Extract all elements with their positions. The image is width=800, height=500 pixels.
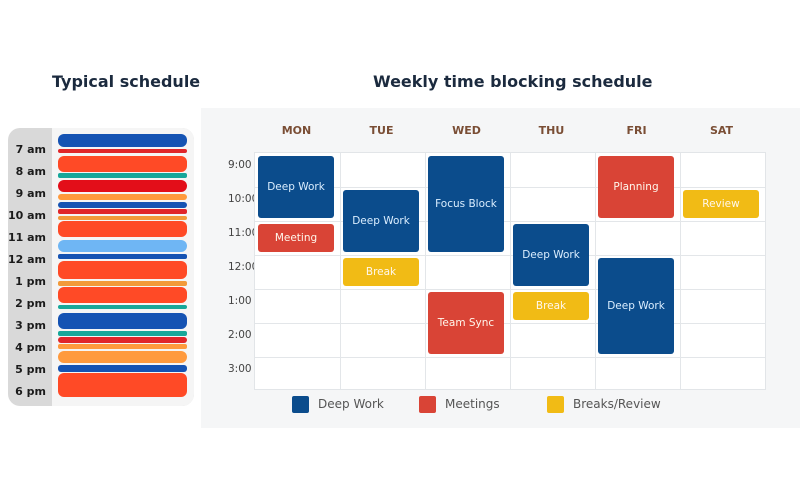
- legend-label: Deep Work: [318, 397, 384, 411]
- weekly-grid: [254, 152, 766, 390]
- typical-schedule-bar: [58, 216, 187, 220]
- typical-time-label: 10 am: [7, 209, 46, 222]
- grid-row-line: [255, 255, 765, 256]
- legend-item-deep: Deep Work: [292, 394, 384, 414]
- typical-schedule-bar: [58, 240, 187, 252]
- typical-time-label: 6 pm: [15, 385, 46, 398]
- hour-label: 11:00: [228, 227, 259, 239]
- legend-item-break: Breaks/Review: [547, 394, 661, 414]
- typical-schedule-title: Typical schedule: [52, 72, 201, 91]
- schedule-block-deep-work: Deep Work: [598, 258, 674, 354]
- typical-time-label: 11 am: [7, 231, 46, 244]
- typical-schedule-bar: [58, 194, 187, 200]
- typical-schedule-bar: [58, 287, 187, 303]
- grid-row-line: [255, 357, 765, 358]
- schedule-block-team-sync: Team Sync: [428, 292, 504, 354]
- legend-swatch: [292, 395, 309, 413]
- legend-swatch: [547, 395, 564, 413]
- typical-schedule-bar: [58, 209, 187, 214]
- typical-time-label: 2 pm: [15, 297, 46, 310]
- grid-row-line: [255, 221, 765, 222]
- grid-column-line: [340, 153, 341, 389]
- day-header-fri: FRI: [626, 124, 647, 137]
- grid-row-line: [255, 187, 765, 188]
- hour-label: 12:00: [228, 261, 259, 273]
- hour-label: 10:00: [228, 193, 259, 205]
- grid-row-line: [255, 323, 765, 324]
- schedule-block-deep-work: Deep Work: [258, 156, 334, 218]
- typical-time-label: 7 am: [15, 143, 46, 156]
- schedule-block-break: Break: [343, 258, 419, 286]
- schedule-block-break: Break: [513, 292, 589, 320]
- day-header-tue: TUE: [369, 124, 394, 137]
- typical-schedule-bar: [58, 313, 187, 329]
- day-header-sat: SAT: [709, 124, 734, 137]
- legend-label: Meetings: [445, 397, 500, 411]
- schedule-block-focus-block: Focus Block: [428, 156, 504, 252]
- weekly-schedule-title: Weekly time blocking schedule: [373, 72, 653, 91]
- typical-schedule-bar: [58, 281, 187, 286]
- typical-schedule-bar: [58, 134, 187, 147]
- hour-label: 1:00: [228, 295, 252, 307]
- typical-time-label: 8 am: [15, 165, 46, 178]
- typical-schedule-bar: [58, 365, 187, 372]
- day-header-mon: MON: [281, 124, 312, 137]
- typical-schedule-bar: [58, 180, 187, 192]
- typical-schedule-bar: [58, 202, 187, 208]
- grid-column-line: [595, 153, 596, 389]
- schedule-block-planning: Planning: [598, 156, 674, 218]
- typical-time-label: 1 pm: [15, 275, 46, 288]
- hour-label: 9:00: [228, 159, 252, 171]
- typical-schedule-bar: [58, 373, 187, 397]
- typical-schedule-bar: [58, 351, 187, 363]
- schedule-block-deep-work: Deep Work: [343, 190, 419, 252]
- typical-time-label: 5 pm: [15, 363, 46, 376]
- typical-schedule-bar: [58, 337, 187, 343]
- grid-column-line: [425, 153, 426, 389]
- typical-schedule-bar: [58, 173, 187, 178]
- grid-column-line: [510, 153, 511, 389]
- day-header-wed: WED: [452, 124, 481, 137]
- typical-schedule-bar: [58, 305, 187, 309]
- schedule-block-deep-work: Deep Work: [513, 224, 589, 286]
- typical-time-label: 9 am: [15, 187, 46, 200]
- typical-schedule-bar: [58, 331, 187, 336]
- typical-schedule-bar: [58, 254, 187, 259]
- typical-schedule-bar: [58, 344, 187, 349]
- typical-time-label: 3 pm: [15, 319, 46, 332]
- grid-row-line: [255, 289, 765, 290]
- schedule-block-meeting: Meeting: [258, 224, 334, 252]
- typical-schedule-bar: [58, 221, 187, 237]
- schedule-block-review: Review: [683, 190, 759, 218]
- typical-time-label: 4 pm: [15, 341, 46, 354]
- hour-label: 2:00: [228, 329, 252, 341]
- grid-column-line: [680, 153, 681, 389]
- typical-time-label: 12 am: [7, 253, 46, 266]
- typical-schedule-bar: [58, 261, 187, 279]
- typical-schedule-bar: [58, 149, 187, 153]
- legend-item-meeting: Meetings: [419, 394, 500, 414]
- legend-label: Breaks/Review: [573, 397, 661, 411]
- typical-schedule-bar: [58, 156, 187, 172]
- day-header-thu: THU: [538, 124, 565, 137]
- hour-label: 3:00: [228, 363, 252, 375]
- legend-swatch: [419, 395, 436, 413]
